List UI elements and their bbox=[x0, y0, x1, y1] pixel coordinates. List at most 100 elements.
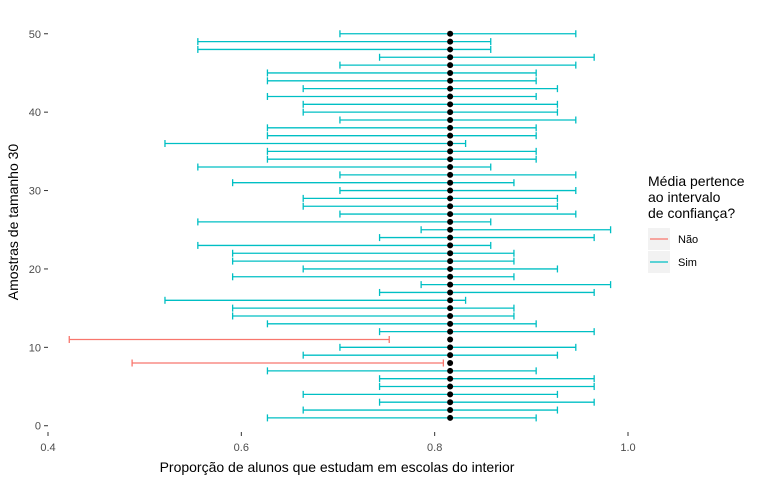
interval-41 bbox=[302, 100, 559, 108]
mean-point bbox=[447, 273, 454, 280]
mean-point bbox=[447, 164, 454, 171]
interval-45 bbox=[266, 69, 537, 77]
mean-point bbox=[447, 360, 454, 367]
interval-40 bbox=[302, 108, 559, 116]
interval-30 bbox=[339, 187, 577, 195]
mean-point bbox=[447, 211, 454, 218]
interval-21 bbox=[231, 257, 515, 265]
interval-47 bbox=[378, 53, 595, 61]
interval-32 bbox=[339, 171, 577, 179]
interval-18 bbox=[420, 281, 612, 289]
interval-23 bbox=[197, 241, 492, 249]
interval-29 bbox=[302, 194, 559, 202]
interval-48 bbox=[197, 45, 492, 53]
x-tick-label: 0.4 bbox=[40, 442, 55, 454]
mean-point bbox=[447, 391, 454, 398]
mean-point bbox=[447, 375, 454, 382]
mean-point bbox=[447, 124, 454, 131]
mean-point bbox=[447, 352, 454, 359]
interval-15 bbox=[231, 304, 515, 312]
interval-27 bbox=[339, 210, 577, 218]
interval-11 bbox=[68, 335, 454, 343]
mean-point bbox=[447, 77, 454, 84]
interval-38 bbox=[266, 124, 537, 132]
interval-7 bbox=[266, 367, 537, 375]
y-tick-label: 40 bbox=[29, 107, 41, 119]
interval-9 bbox=[302, 351, 559, 359]
legend-label-nao: Não bbox=[678, 234, 698, 246]
y-tick-label: 30 bbox=[29, 186, 41, 198]
interval-12 bbox=[378, 328, 595, 336]
interval-19 bbox=[231, 273, 515, 281]
x-tick-label: 0.8 bbox=[427, 442, 442, 454]
mean-point bbox=[447, 367, 454, 374]
interval-50 bbox=[339, 30, 577, 38]
interval-22 bbox=[231, 249, 515, 257]
mean-point bbox=[447, 132, 454, 139]
legend-title-line-2: ao intervalo bbox=[648, 189, 721, 205]
mean-point bbox=[447, 336, 454, 343]
mean-point bbox=[447, 407, 454, 414]
interval-33 bbox=[197, 163, 492, 171]
legend: Média pertence ao intervalo de confiança… bbox=[648, 173, 745, 273]
y-tick-label: 20 bbox=[29, 264, 41, 276]
interval-26 bbox=[197, 218, 492, 226]
mean-point bbox=[447, 30, 454, 37]
interval-3 bbox=[378, 398, 595, 406]
interval-10 bbox=[339, 343, 577, 351]
mean-point bbox=[447, 187, 454, 194]
mean-point bbox=[447, 305, 454, 312]
mean-point bbox=[447, 265, 454, 272]
mean-point bbox=[447, 171, 454, 178]
interval-20 bbox=[302, 265, 559, 273]
axes: 0.4 0.6 0.8 1.0 0 10 20 30 40 50 bbox=[29, 29, 636, 454]
interval-16 bbox=[164, 296, 467, 304]
mean-point bbox=[447, 289, 454, 296]
mean-point bbox=[447, 85, 454, 92]
mean-point bbox=[447, 62, 454, 69]
interval-42 bbox=[266, 92, 537, 100]
interval-49 bbox=[197, 38, 492, 46]
x-tick-label: 0.6 bbox=[234, 442, 249, 454]
interval-24 bbox=[378, 234, 595, 242]
interval-46 bbox=[339, 61, 577, 69]
mean-point bbox=[447, 116, 454, 123]
interval-13 bbox=[266, 320, 537, 328]
mean-point bbox=[447, 226, 454, 233]
mean-point bbox=[447, 69, 454, 76]
interval-31 bbox=[231, 179, 515, 187]
y-axis-title: Amostras de tamanho 30 bbox=[5, 144, 21, 301]
interval-39 bbox=[339, 116, 577, 124]
legend-title-line-3: de confiança? bbox=[648, 205, 735, 221]
interval-17 bbox=[378, 288, 595, 296]
mean-point bbox=[447, 46, 454, 53]
mean-point bbox=[447, 344, 454, 351]
x-tick-label: 1.0 bbox=[620, 442, 635, 454]
mean-point bbox=[447, 54, 454, 61]
mean-point bbox=[447, 203, 454, 210]
interval-28 bbox=[302, 202, 559, 210]
mean-point bbox=[447, 234, 454, 241]
interval-25 bbox=[420, 226, 612, 234]
interval-6 bbox=[378, 375, 595, 383]
interval-8 bbox=[131, 359, 454, 367]
interval-37 bbox=[266, 132, 537, 140]
x-axis-title: Proporção de alunos que estudam em escol… bbox=[160, 459, 515, 475]
y-tick-label: 10 bbox=[29, 342, 41, 354]
mean-point bbox=[447, 195, 454, 202]
interval-5 bbox=[378, 383, 595, 391]
interval-1 bbox=[266, 414, 537, 422]
plot-panel bbox=[68, 30, 612, 422]
interval-34 bbox=[266, 155, 537, 163]
legend-title-line-1: Média pertence bbox=[648, 173, 745, 189]
mean-point bbox=[447, 297, 454, 304]
y-tick-label: 0 bbox=[35, 421, 41, 433]
mean-point bbox=[447, 140, 454, 147]
interval-2 bbox=[302, 406, 559, 414]
interval-36 bbox=[164, 140, 467, 148]
mean-point bbox=[447, 148, 454, 155]
y-tick-label: 50 bbox=[29, 29, 41, 41]
mean-point bbox=[447, 242, 454, 249]
mean-point bbox=[447, 414, 454, 421]
